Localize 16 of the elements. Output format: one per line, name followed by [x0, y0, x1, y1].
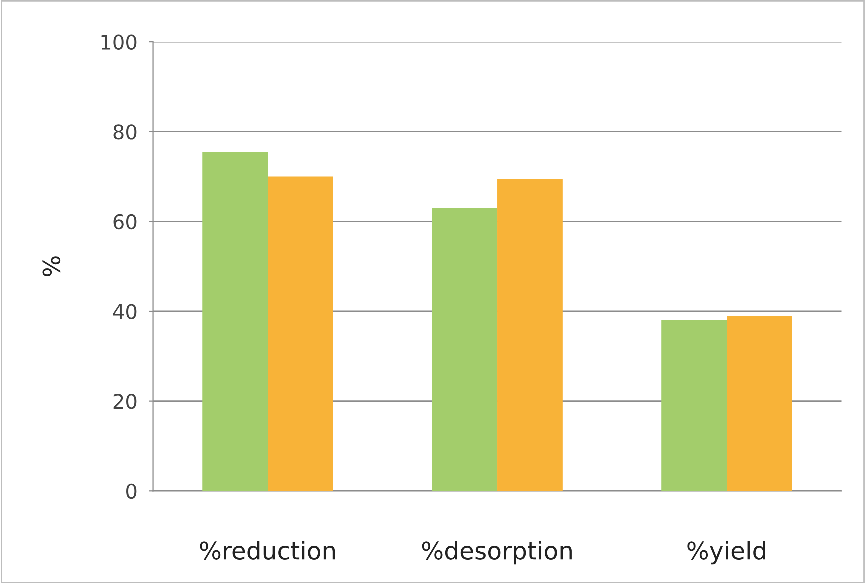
y-tick-label: 100	[102, 34, 137, 50]
bar	[268, 176, 334, 492]
x-tick-label: %desorption	[422, 541, 572, 565]
y-tick-label: 40	[113, 304, 137, 320]
bar	[432, 208, 498, 492]
bar	[662, 320, 728, 492]
bar	[498, 179, 563, 492]
bar	[202, 152, 268, 492]
y-tick-label: 0	[126, 484, 137, 500]
y-tick-label: 60	[114, 214, 137, 230]
y-tick-label: 20	[114, 394, 137, 410]
y-axis-title: %	[42, 256, 61, 277]
x-tick-label: %reduction	[200, 541, 336, 560]
y-tick-label: 80	[114, 124, 137, 140]
bar	[727, 316, 792, 492]
x-tick-label: %yield	[688, 541, 766, 565]
